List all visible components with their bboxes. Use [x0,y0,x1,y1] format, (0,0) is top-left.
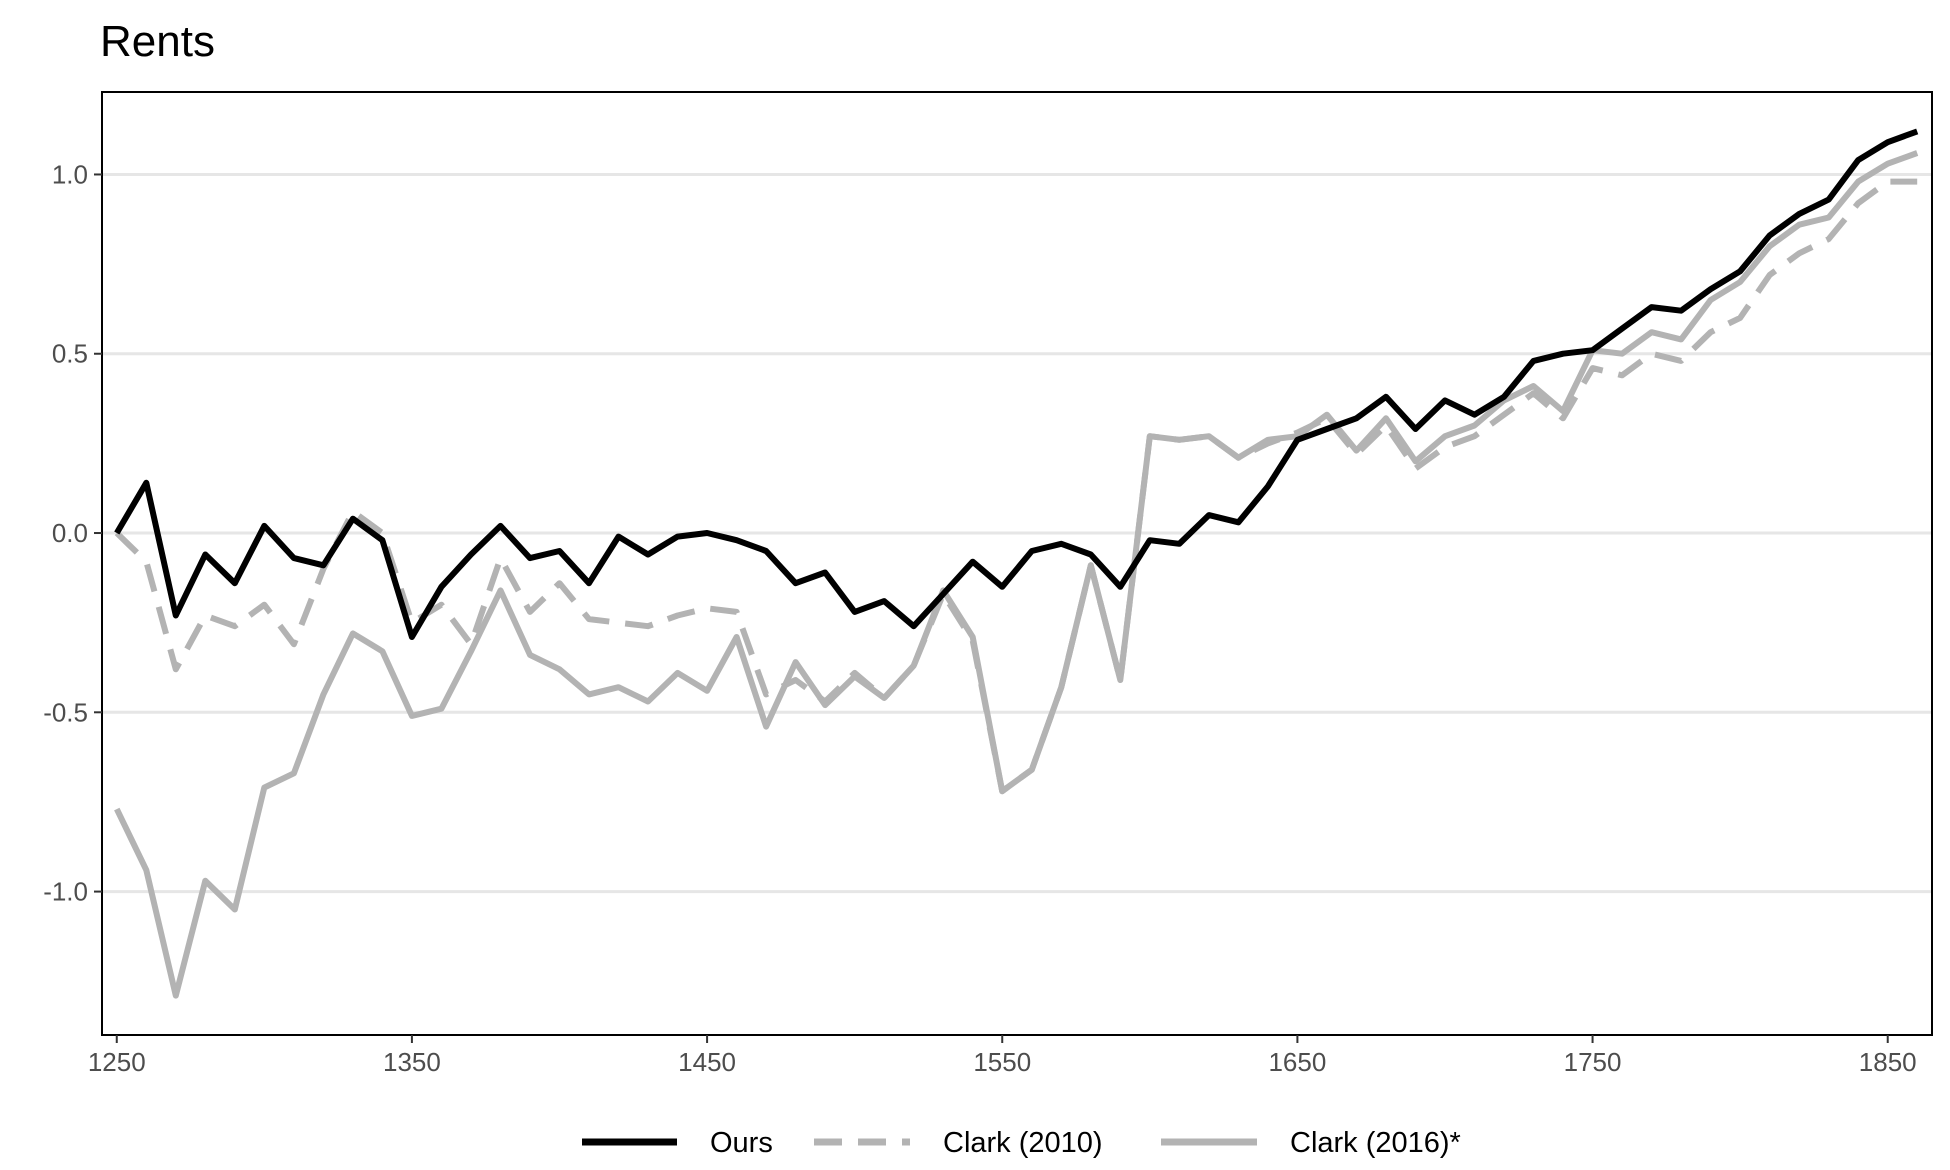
legend-label-3: Clark (2016)* [1290,1127,1461,1159]
legend: Ours Clark (2010) Clark (2016)* [582,1127,1461,1159]
plot-area [102,92,1932,1035]
legend-label-1: Ours [710,1127,773,1159]
series-lines [114,128,1919,999]
y-tick-label: -1.0 [43,877,88,907]
axes: 1250 1350 1450 1550 1650 1750 1850 -1.0 -0.5 0.0 0… [43,159,1916,1077]
y-tick-label: 1.0 [52,159,88,189]
y-tick-label: 0.0 [52,518,88,548]
series-line-1 [114,128,1919,640]
series-line-3 [114,150,1919,999]
x-tick-label: 1850 [1859,1047,1917,1077]
x-tick-label: 1550 [973,1047,1031,1077]
x-tick-label: 1250 [88,1047,146,1077]
plot-border [101,91,1933,1036]
x-tick-label: 1350 [383,1047,441,1077]
x-tick-label: 1450 [678,1047,736,1077]
x-tick-label: 1750 [1564,1047,1622,1077]
y-tick-label: 0.5 [52,339,88,369]
y-tick-label: -0.5 [43,697,88,727]
legend-label-2: Clark (2010) [943,1127,1103,1159]
chart-title: Rents [100,17,215,66]
x-tick-label: 1650 [1268,1047,1326,1077]
